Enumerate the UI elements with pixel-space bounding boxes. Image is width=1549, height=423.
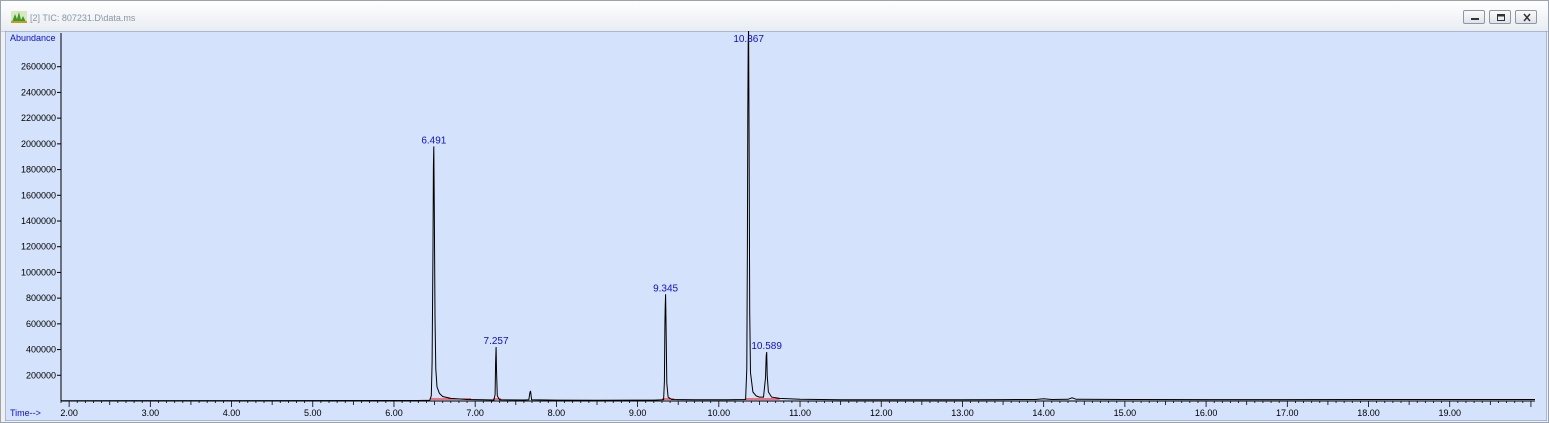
- y-tick-label: 2400000: [21, 87, 56, 97]
- plot-svg: Abundance Time--> 200000 400000 600000 800000…: [5, 31, 1547, 421]
- x-axis-label: Time-->: [10, 408, 41, 418]
- peak-label: 9.345: [653, 283, 678, 294]
- y-tick-label: 800000: [26, 293, 56, 303]
- restore-button[interactable]: [1489, 10, 1511, 24]
- minimize-icon: [1471, 18, 1479, 20]
- y-axis-label: Abundance: [10, 33, 56, 43]
- x-tick-label: 6.00: [385, 408, 403, 418]
- plot-background: [5, 31, 1547, 421]
- peak-label: 10.589: [751, 341, 782, 352]
- peak-label: 7.257: [484, 336, 509, 347]
- x-tick-label: 18.00: [1357, 408, 1380, 418]
- x-tick-label: 5.00: [304, 408, 322, 418]
- y-tick-label: 2200000: [21, 113, 56, 123]
- peak-label: 10.367: [733, 34, 764, 45]
- x-tick-label: 4.00: [223, 408, 241, 418]
- x-tick-label: 10.00: [708, 408, 731, 418]
- x-tick-label: 19.00: [1438, 408, 1461, 418]
- x-tick-label: 13.00: [951, 408, 974, 418]
- y-tick-label: 1000000: [21, 267, 56, 277]
- x-tick-label: 9.00: [629, 408, 647, 418]
- y-tick-label: 1600000: [21, 190, 56, 200]
- x-tick-label: 3.00: [142, 408, 160, 418]
- x-tick-label: 14.00: [1032, 408, 1055, 418]
- title-bar[interactable]: [2] TIC: 807231.D\data.ms: [1, 1, 1548, 32]
- tic-trace: [60, 31, 1535, 402]
- x-tick-label: 17.00: [1276, 408, 1299, 418]
- y-tick-label: 2000000: [21, 139, 56, 149]
- chemstation-app-icon: [11, 11, 27, 23]
- peak-label: 6.491: [421, 135, 446, 146]
- y-tick-label: 200000: [26, 370, 56, 380]
- minimize-button[interactable]: [1463, 10, 1485, 24]
- close-button[interactable]: [1515, 10, 1537, 24]
- y-tick-label: 1200000: [21, 242, 56, 252]
- y-tick-label: 600000: [26, 319, 56, 329]
- y-tick-label: 1800000: [21, 165, 56, 175]
- x-tick-label: 7.00: [466, 408, 484, 418]
- x-tick-label: 16.00: [1195, 408, 1218, 418]
- x-tick-label: 8.00: [548, 408, 566, 418]
- x-tick-label: 11.00: [789, 408, 811, 418]
- x-tick-label: 2.00: [60, 408, 78, 418]
- restore-icon: [1497, 14, 1505, 21]
- y-tick-label: 400000: [26, 345, 56, 355]
- close-icon: [1523, 13, 1531, 22]
- window-title: [2] TIC: 807231.D\data.ms: [30, 13, 136, 23]
- x-tick-label: 12.00: [870, 408, 893, 418]
- y-tick-label: 2600000: [21, 62, 56, 72]
- y-tick-label: 1400000: [21, 216, 56, 226]
- x-tick-label: 15.00: [1114, 408, 1137, 418]
- chromatogram-plot[interactable]: Abundance Time--> 200000 400000 600000 800000…: [5, 31, 1547, 421]
